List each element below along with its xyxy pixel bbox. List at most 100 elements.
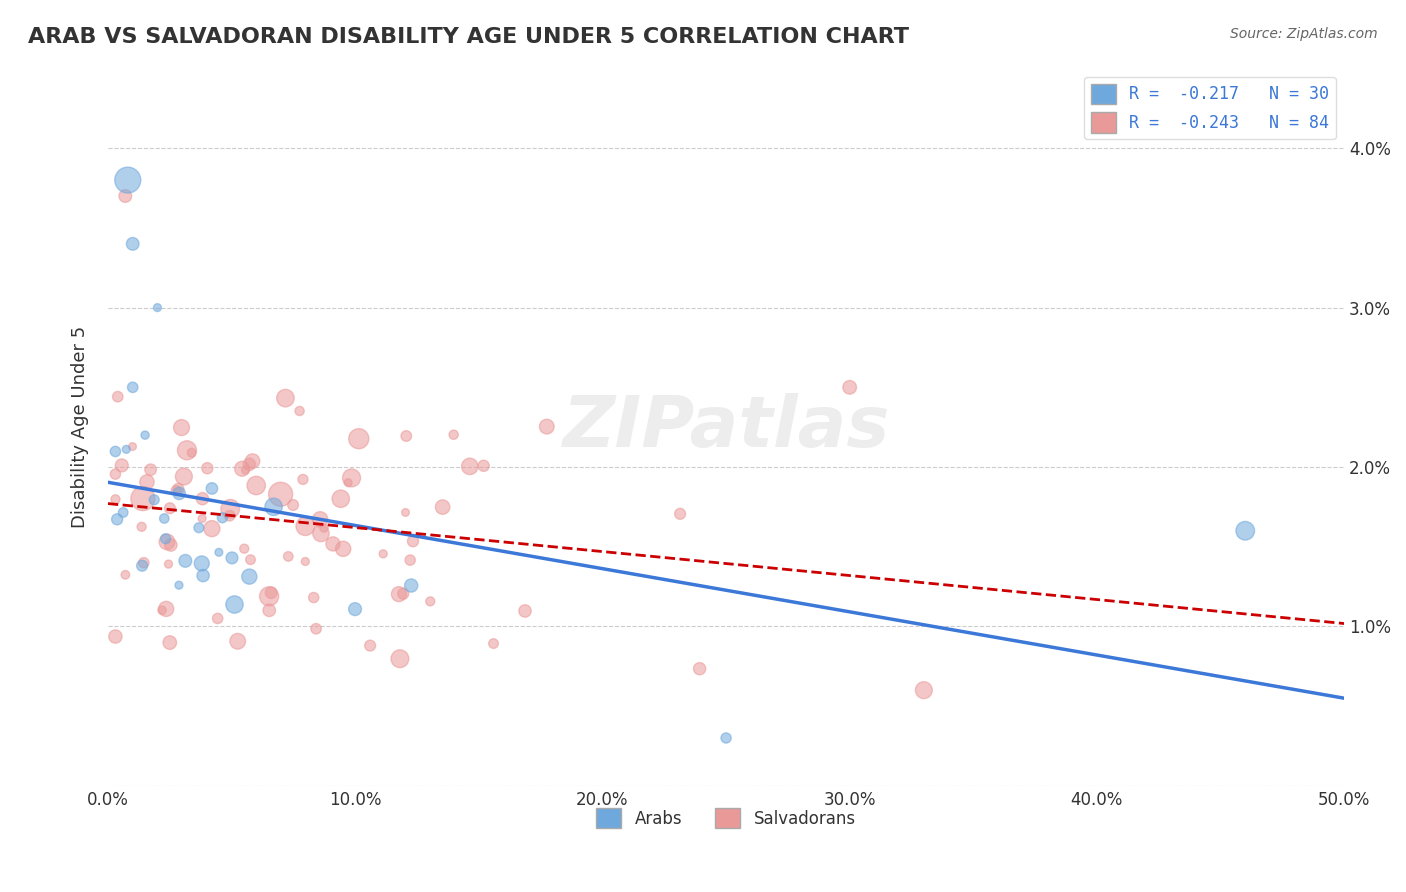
Point <box>257 589 280 603</box>
Point <box>114 567 136 582</box>
Legend: Arabs, Salvadorans: Arabs, Salvadorans <box>589 801 863 835</box>
Point <box>838 380 860 394</box>
Y-axis label: Disability Age Under 5: Disability Age Under 5 <box>72 326 89 528</box>
Point <box>150 603 173 617</box>
Point <box>114 189 136 203</box>
Point <box>399 553 422 567</box>
Point <box>394 505 416 519</box>
Point <box>191 491 214 506</box>
Point <box>159 501 181 516</box>
Point <box>347 432 370 446</box>
Point <box>281 498 304 512</box>
Point <box>277 549 299 564</box>
Point <box>270 487 292 501</box>
Point <box>174 554 197 568</box>
Point <box>211 510 233 524</box>
Point <box>136 475 159 489</box>
Point <box>238 569 260 583</box>
Point <box>132 556 155 570</box>
Point <box>291 472 314 486</box>
Point <box>157 557 180 571</box>
Point <box>167 482 190 496</box>
Point <box>146 301 169 315</box>
Text: Source: ZipAtlas.com: Source: ZipAtlas.com <box>1230 27 1378 41</box>
Point <box>294 519 316 533</box>
Point <box>180 446 202 460</box>
Point <box>219 501 242 516</box>
Point <box>294 554 316 568</box>
Point <box>359 639 381 653</box>
Point <box>167 578 190 592</box>
Point <box>201 522 224 536</box>
Point <box>190 557 212 571</box>
Point <box>156 535 179 549</box>
Point <box>187 521 209 535</box>
Point <box>513 604 536 618</box>
Point <box>155 602 177 616</box>
Point <box>238 458 260 472</box>
Point <box>160 538 183 552</box>
Point <box>208 545 231 559</box>
Point <box>305 622 328 636</box>
Point <box>117 173 139 187</box>
Point <box>714 731 737 745</box>
Point <box>402 534 425 549</box>
Point <box>153 511 176 525</box>
Point <box>107 390 129 404</box>
Point <box>536 419 558 434</box>
Point <box>309 512 332 526</box>
Point <box>104 492 127 507</box>
Point <box>155 532 177 546</box>
Point <box>458 459 481 474</box>
Point <box>115 442 138 457</box>
Point <box>274 391 297 405</box>
Point <box>104 467 127 481</box>
Point <box>263 500 285 514</box>
Point <box>132 491 155 506</box>
Point <box>388 587 411 601</box>
Point <box>121 380 143 394</box>
Point <box>159 635 181 649</box>
Point <box>218 508 240 523</box>
Point <box>392 587 415 601</box>
Point <box>344 602 367 616</box>
Point <box>337 475 360 490</box>
Point <box>165 483 187 498</box>
Point <box>395 429 418 443</box>
Point <box>260 585 283 599</box>
Point <box>231 462 253 476</box>
Point <box>191 568 214 582</box>
Point <box>235 463 257 477</box>
Point <box>224 598 246 612</box>
Point <box>143 492 166 507</box>
Point <box>443 427 465 442</box>
Point <box>419 594 441 608</box>
Point <box>329 491 352 506</box>
Point <box>207 611 229 625</box>
Point <box>399 578 422 592</box>
Point <box>302 591 325 605</box>
Point <box>176 443 198 458</box>
Point <box>312 521 335 535</box>
Point <box>111 458 134 473</box>
Point <box>105 512 128 526</box>
Point <box>257 603 280 617</box>
Point <box>104 444 127 458</box>
Point <box>121 440 143 454</box>
Point <box>131 520 153 534</box>
Point <box>139 463 162 477</box>
Point <box>472 458 495 473</box>
Point <box>170 420 193 434</box>
Point <box>195 461 218 475</box>
Point <box>191 511 214 525</box>
Point <box>388 651 411 665</box>
Point <box>322 537 344 551</box>
Point <box>233 541 256 556</box>
Point <box>288 404 311 418</box>
Point <box>245 478 267 492</box>
Point <box>912 683 935 698</box>
Point <box>201 482 224 496</box>
Point <box>131 558 153 573</box>
Point <box>112 506 135 520</box>
Point <box>134 428 156 442</box>
